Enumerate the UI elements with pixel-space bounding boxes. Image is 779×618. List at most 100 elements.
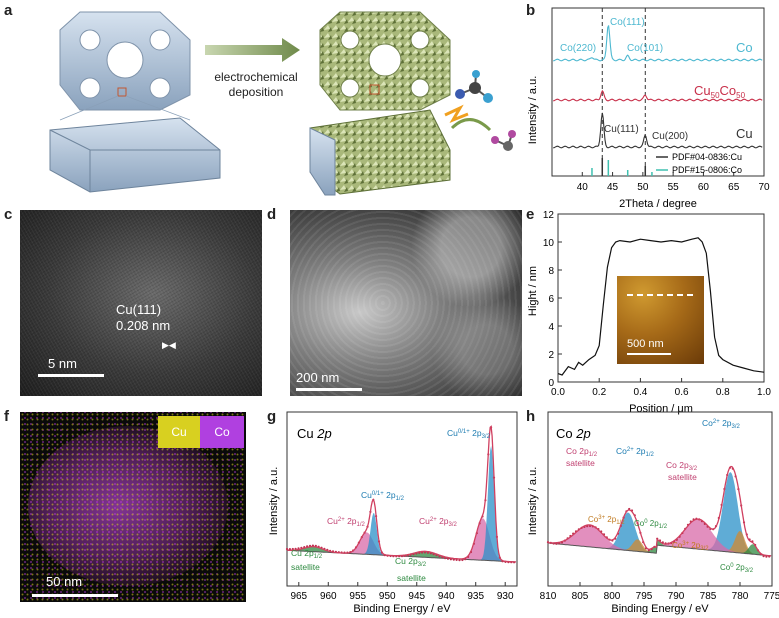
legend-label-co: PDF#15-0806:Co <box>672 165 742 175</box>
xrd-xtick-label: 65 <box>728 182 740 193</box>
panel-g-xps: Intensity / a.u. 965 960 955 950 945 940 935 93… <box>268 411 518 615</box>
xps-h-xtick-label: 795 <box>636 591 653 602</box>
xps-h-ylabel: Intensity / a.u. <box>527 467 539 535</box>
xrd-xtick-label: 50 <box>637 182 649 193</box>
scale-label-d: 200 nm <box>296 370 340 385</box>
xrd-xtick-label: 55 <box>668 182 680 193</box>
panel-letter-h: h <box>526 408 536 425</box>
afm-scale-label: 500 nm <box>627 338 664 350</box>
xps-g-xtick-label: 940 <box>438 591 455 602</box>
panel-b-xrd: Intensity / a.u. 40 45 50 55 60 65 70 2Theta /… <box>527 7 770 210</box>
xps-g-frame <box>286 411 518 587</box>
label-co0-12: Co0 2p1/2 <box>634 519 668 530</box>
xps-g-xtick-label: 935 <box>467 591 484 602</box>
label-co3-32: Co3+ 2p3/2 <box>672 541 709 552</box>
lightning-icon <box>444 104 469 124</box>
afm-scan-line <box>627 294 693 296</box>
panel-letter-c: c <box>4 206 13 223</box>
xrd-xtick-label: 60 <box>698 182 710 193</box>
panel-letter-b: b <box>526 2 536 19</box>
profile-ytick-label: 4 <box>548 322 554 333</box>
xps-g-component-sat-12 <box>287 546 517 562</box>
peak-label-co101: Co(101) <box>627 43 663 54</box>
profile-ytick-label: 10 <box>543 238 555 249</box>
coated-strut-icon <box>309 109 451 196</box>
xps-g-xtick-label: 930 <box>497 591 514 602</box>
skeleton-frame-icon <box>59 11 191 111</box>
legend-label-cu: PDF#04-0836:Cu <box>672 152 742 162</box>
xps-g-data-point <box>291 547 294 551</box>
xrd-xtick-label: 40 <box>577 182 589 193</box>
lattice-spacing-label: 0.208 nm <box>116 318 171 333</box>
xrd-ticks: 40 45 50 55 60 65 70 <box>577 172 770 193</box>
label-co0-32: Co0 2p3/2 <box>720 563 754 574</box>
eds-legend-cu: Cu <box>158 416 200 448</box>
panel-letter-f: f <box>4 408 9 425</box>
panel-letter-a: a <box>4 2 13 19</box>
xps-h-title: Co 2p <box>556 426 591 441</box>
label-co-sat-12: Co 2p1/2 <box>566 446 598 458</box>
xrd-traces <box>553 8 763 176</box>
profile-axes: 0.0 0.2 0.4 0.6 0.8 1.0 0 2 4 6 8 10 12 <box>543 210 772 398</box>
label-sat-32-word: satellite <box>397 573 426 583</box>
panel-letter-g: g <box>267 408 277 425</box>
label-co-sat-32-word: satellite <box>668 472 697 482</box>
xps-h-baseline <box>547 542 772 557</box>
xps-h-xtick-label: 800 <box>604 591 621 602</box>
xps-h-frame <box>547 411 773 587</box>
xps-h-plot: 810 805 800 795 790 785 780 775 <box>540 465 779 602</box>
afm-inset-image: 500 nm <box>617 276 704 364</box>
scale-bar-c <box>38 374 104 377</box>
scale-bar-d <box>296 388 362 391</box>
xps-g-envelope <box>287 425 517 563</box>
hrtem-image: Cu(111) 0.208 nm ▶◀ 5 nm <box>20 210 262 396</box>
panel-letter-d: d <box>267 206 277 223</box>
product-molecule-icon <box>491 130 516 151</box>
label-co-sat-32: Co 2p3/2 <box>666 460 698 472</box>
scale-bar-f <box>32 594 118 597</box>
scale-label-f: 50 nm <box>46 574 83 589</box>
label-cu2-12: Cu2+ 2p1/2 <box>327 516 366 528</box>
profile-ytick-label: 2 <box>548 350 554 361</box>
scale-label-c: 5 nm <box>48 356 77 371</box>
label-cu01-12: Cu0/1+ 2p1/2 <box>361 490 405 502</box>
profile-ytick-label: 8 <box>548 266 554 277</box>
eds-map-image: Cu Co 50 nm <box>20 412 246 602</box>
profile-ytick-label: 12 <box>543 210 555 221</box>
xrd-trace-cuco <box>553 89 763 102</box>
lattice-plane-label: Cu(111) <box>116 302 162 317</box>
xps-g-xtick-label: 955 <box>349 591 366 602</box>
afm-scale-bar <box>627 353 671 355</box>
profile-xtick-label: 1.0 <box>757 387 771 398</box>
panel-letter-e: e <box>526 206 535 223</box>
profile-xtick-label: 0.0 <box>551 387 565 398</box>
xps-h-component-co-sat-32 <box>548 519 772 556</box>
reactant-molecule-icon <box>455 70 493 103</box>
xps-g-title: Cu 2p <box>297 426 332 441</box>
curved-arrow-icon <box>450 118 492 132</box>
xrd-trace-cu <box>553 112 763 149</box>
profile-series-line <box>557 237 765 376</box>
xps-h-xtick-label: 805 <box>572 591 589 602</box>
xps-g-ylabel: Intensity / a.u. <box>268 467 280 535</box>
lattice-fringes <box>20 210 262 396</box>
xps-g-plot: 965 960 955 950 945 940 935 930 <box>285 425 517 602</box>
profile-ytick-label: 6 <box>548 294 554 305</box>
trace-label-co: Co <box>736 40 753 55</box>
xps-h-xtick-label: 780 <box>732 591 749 602</box>
lattice-annotation: Cu(111) 0.208 nm <box>116 302 170 334</box>
xps-h-xtick-label: 775 <box>764 591 779 602</box>
label-co2-12: Co2+ 2p1/2 <box>616 446 655 458</box>
label-cu01-32: Cu0/1+ 2p3/2 <box>447 428 491 440</box>
trace-label-cu: Cu <box>736 126 753 141</box>
process-arrow-icon <box>205 38 300 62</box>
arrow-label-line1: electrochemical <box>214 70 298 84</box>
label-co2-32: Co2+ 2p3/2 <box>702 418 741 430</box>
xps-h-xlabel: Binding Energy / eV <box>611 603 709 615</box>
xps-g-component-cu01-32 <box>287 445 517 562</box>
coated-frame-icon <box>319 11 451 111</box>
xrd-ylabel: Intensity / a.u. <box>527 76 539 144</box>
xps-h-component-co2-32 <box>548 472 772 556</box>
xrd-xlabel: 2Theta / degree <box>619 198 697 210</box>
xps-h-component-co-sat-12 <box>548 524 772 556</box>
